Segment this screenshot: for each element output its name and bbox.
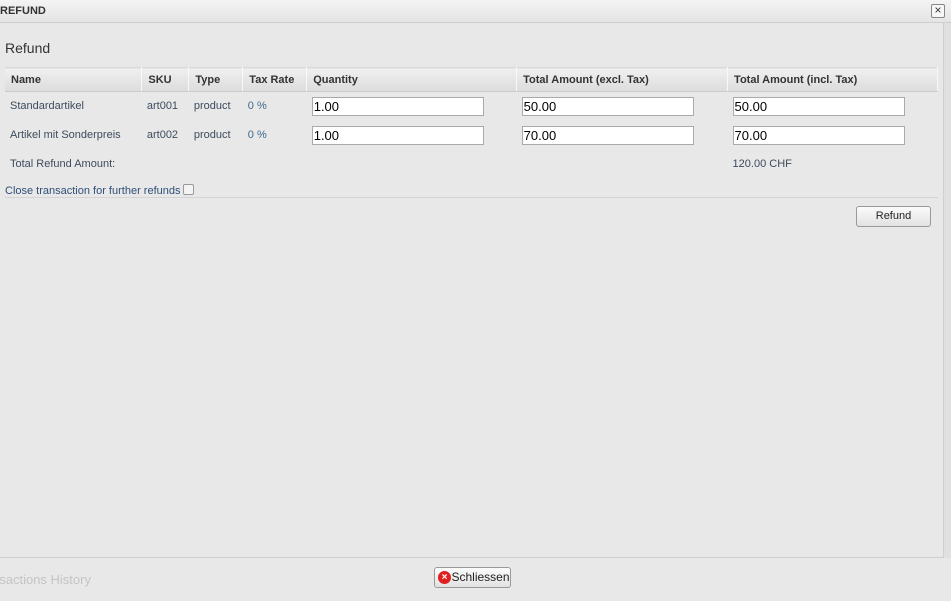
total-value: 120.00 CHF <box>732 158 792 170</box>
close-button-label: Schliessen <box>451 570 510 584</box>
col-type: Type <box>188 67 244 92</box>
item-type: product <box>193 129 231 141</box>
close-transaction-label: Close transaction for further refunds <box>5 185 181 197</box>
col-tax-rate: Tax Rate <box>242 67 308 92</box>
tab-transactions-history[interactable]: nsactions History <box>0 572 91 587</box>
divider <box>5 197 938 198</box>
dialog-titlebar: REFUND × <box>0 0 951 23</box>
item-name: Artikel mit Sonderpreis <box>10 129 121 141</box>
item-tax: 0 % <box>247 129 267 141</box>
close-button[interactable]: × Schliessen <box>434 567 511 588</box>
total-label: Total Refund Amount: <box>10 158 116 170</box>
total-incl-input[interactable] <box>732 125 905 145</box>
section-title: Refund <box>5 40 51 56</box>
col-name: Name <box>5 67 143 92</box>
total-excl-input[interactable] <box>521 125 694 145</box>
table-row: Standardartikel art001 product 0 % <box>5 92 938 121</box>
col-sku: SKU <box>141 67 190 92</box>
refund-table: Name SKU Type Tax Rate Quantity Total Am… <box>5 67 938 179</box>
close-circle-icon: × <box>438 571 451 584</box>
col-quantity: Quantity <box>306 67 518 92</box>
scrollbar[interactable] <box>944 23 951 558</box>
item-type: product <box>193 100 231 113</box>
item-sku: art002 <box>146 129 179 141</box>
total-excl-input[interactable] <box>521 96 694 116</box>
table-row: Artikel mit Sonderpreis art002 product 0… <box>5 121 938 150</box>
total-incl-input[interactable] <box>732 96 905 116</box>
total-row: Total Refund Amount: 120.00 CHF <box>5 150 938 179</box>
close-transaction-option[interactable]: Close transaction for further refunds <box>5 184 195 197</box>
item-tax: 0 % <box>247 100 267 113</box>
quantity-input[interactable] <box>311 96 484 116</box>
col-total-excl: Total Amount (excl. Tax) <box>516 67 729 92</box>
close-icon[interactable]: × <box>931 4 945 18</box>
col-total-incl: Total Amount (incl. Tax) <box>727 67 938 92</box>
refund-panel <box>0 23 944 558</box>
dialog-title: REFUND <box>0 5 46 17</box>
quantity-input[interactable] <box>311 125 484 145</box>
close-transaction-checkbox[interactable] <box>183 184 195 195</box>
item-name: Standardartikel <box>10 100 84 113</box>
refund-button[interactable]: Refund <box>856 206 931 227</box>
item-sku: art001 <box>146 100 179 113</box>
